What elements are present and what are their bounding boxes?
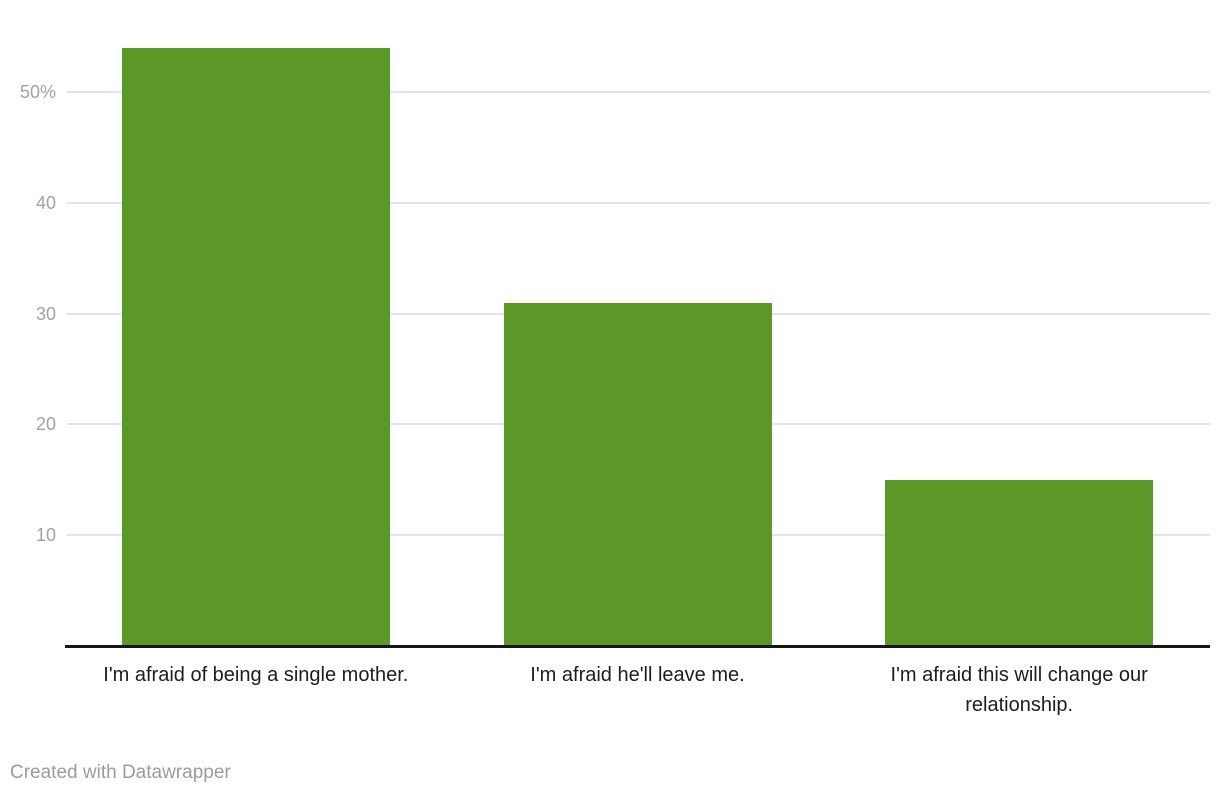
gridline-40 [67,201,1210,204]
x-tick-label-1: I'm afraid he'll leave me. [530,664,745,686]
y-tick-label-50: 50% [19,82,56,102]
gridline-50 [67,91,1210,93]
x-tick-label-2: I'm afraid this will change our relation… [890,664,1148,716]
x-axis-line [65,645,1210,648]
y-tick-label-10: 10 [35,525,56,546]
bar-2[interactable] [885,479,1154,646]
y-tick-label-30: 30 [35,303,56,324]
bar-0[interactable] [121,47,390,646]
y-tick-label-40: 40 [35,192,56,213]
datawrapper-credit: Created with Datawrapper [10,762,231,783]
x-tick-label-0: I'm afraid of being a single mother. [103,664,409,686]
bar-1[interactable] [503,302,772,646]
y-tick-label-20: 20 [35,414,56,435]
